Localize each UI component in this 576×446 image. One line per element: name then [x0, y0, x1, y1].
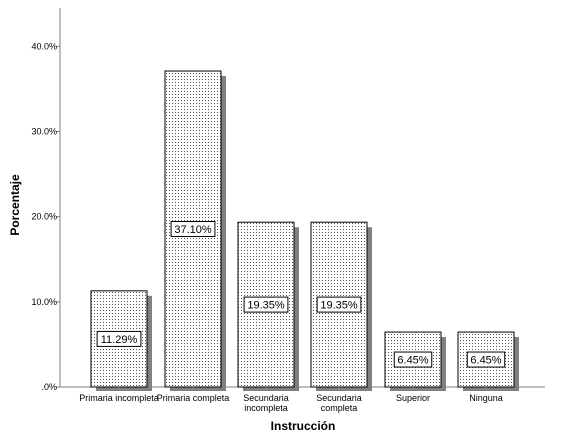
data-label: 6.45% [470, 355, 501, 367]
data-label: 6.45% [397, 355, 428, 367]
plot-area: .0% 10.0% 20.0% 30.0% 40.0% 11.29% Primaria in… [31, 8, 545, 413]
data-label-box [170, 221, 216, 238]
x-tick-label: Superior [396, 393, 430, 403]
x-tick-label-line: Secundaria [243, 393, 289, 403]
data-label-box [243, 296, 289, 313]
x-tick-label: Primaria completa [157, 393, 230, 403]
x-tick-label: Secundaria completa [316, 393, 362, 413]
y-tick-label: .0% [41, 382, 57, 392]
data-label: 37.10% [174, 224, 212, 236]
x-tick-label: Ninguna [469, 393, 503, 403]
data-label: 19.35% [247, 300, 285, 312]
x-tick-label-line: incompleta [244, 403, 288, 413]
data-label-box [96, 330, 142, 347]
x-tick-label: Primaria incompleta [79, 393, 159, 403]
x-tick-label-line: completa [321, 403, 358, 413]
y-tick-label: 20.0% [31, 212, 57, 222]
y-axis-title: Porcentaje [8, 174, 22, 236]
data-label-box [466, 351, 506, 368]
data-label: 11.29% [101, 334, 138, 346]
x-tick-label-line: Primaria completa [157, 393, 230, 403]
y-tick-label: 40.0% [31, 41, 57, 51]
data-label-box [316, 296, 362, 313]
x-tick-label-line: Ninguna [469, 393, 503, 403]
x-tick-label-line: Secundaria [316, 393, 362, 403]
data-label-box [393, 351, 433, 368]
x-tick-label-line: Superior [396, 393, 430, 403]
x-tick-label: Secundaria incompleta [243, 393, 289, 413]
x-tick-label-line: Primaria incompleta [79, 393, 159, 403]
y-tick-label: 10.0% [31, 297, 57, 307]
x-axis-title: Instrucción [271, 419, 336, 433]
data-label: 19.35% [320, 300, 358, 312]
y-tick-label: 30.0% [31, 126, 57, 136]
